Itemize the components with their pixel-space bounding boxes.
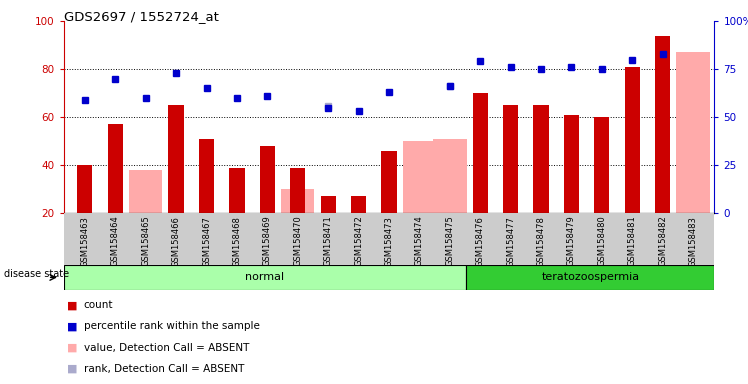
- Bar: [321, 196, 336, 213]
- Text: percentile rank within the sample: percentile rank within the sample: [84, 321, 260, 331]
- Bar: [564, 115, 579, 213]
- Bar: [503, 105, 518, 213]
- Text: GDS2697 / 1552724_at: GDS2697 / 1552724_at: [64, 10, 218, 23]
- Text: GSM158465: GSM158465: [141, 216, 150, 266]
- Text: GSM158467: GSM158467: [202, 216, 211, 266]
- Bar: [594, 117, 610, 213]
- Bar: [351, 196, 367, 213]
- Bar: [129, 170, 162, 213]
- Text: GSM158481: GSM158481: [628, 216, 637, 266]
- Text: ■: ■: [67, 300, 78, 310]
- Bar: [281, 189, 314, 213]
- Text: GSM158480: GSM158480: [598, 216, 607, 266]
- Text: GSM158479: GSM158479: [567, 216, 576, 266]
- Bar: [290, 167, 305, 213]
- Text: ■: ■: [67, 343, 78, 353]
- Text: normal: normal: [245, 272, 284, 283]
- Text: GSM158475: GSM158475: [445, 216, 454, 266]
- Bar: [168, 105, 184, 213]
- Text: rank, Detection Call = ABSENT: rank, Detection Call = ABSENT: [84, 364, 244, 374]
- Bar: [433, 139, 467, 213]
- Bar: [467, 265, 714, 290]
- Text: ■: ■: [67, 321, 78, 331]
- Text: GSM158466: GSM158466: [171, 216, 180, 266]
- Text: GSM158474: GSM158474: [415, 216, 424, 266]
- Bar: [473, 93, 488, 213]
- Text: GSM158478: GSM158478: [536, 216, 545, 266]
- Text: value, Detection Call = ABSENT: value, Detection Call = ABSENT: [84, 343, 249, 353]
- Bar: [676, 52, 710, 213]
- Bar: [402, 141, 436, 213]
- Text: GSM158470: GSM158470: [293, 216, 302, 266]
- Text: GSM158468: GSM158468: [233, 216, 242, 266]
- Text: GSM158463: GSM158463: [80, 216, 89, 266]
- Text: GSM158472: GSM158472: [354, 216, 363, 266]
- Text: GSM158469: GSM158469: [263, 216, 272, 266]
- Bar: [230, 167, 245, 213]
- Text: disease state: disease state: [4, 268, 69, 279]
- Text: GSM158473: GSM158473: [384, 216, 393, 266]
- Text: GSM158471: GSM158471: [324, 216, 333, 266]
- Bar: [260, 146, 275, 213]
- Text: ■: ■: [67, 364, 78, 374]
- Bar: [533, 105, 548, 213]
- Bar: [108, 124, 123, 213]
- Bar: [199, 139, 214, 213]
- Bar: [77, 165, 93, 213]
- Text: GSM158477: GSM158477: [506, 216, 515, 266]
- Text: teratozoospermia: teratozoospermia: [542, 272, 640, 283]
- Text: GSM158483: GSM158483: [689, 216, 698, 266]
- Bar: [64, 265, 467, 290]
- Bar: [625, 67, 640, 213]
- Text: GSM158464: GSM158464: [111, 216, 120, 266]
- Bar: [381, 151, 396, 213]
- Text: GSM158476: GSM158476: [476, 216, 485, 266]
- Text: count: count: [84, 300, 113, 310]
- Text: GSM158482: GSM158482: [658, 216, 667, 266]
- Bar: [655, 36, 670, 213]
